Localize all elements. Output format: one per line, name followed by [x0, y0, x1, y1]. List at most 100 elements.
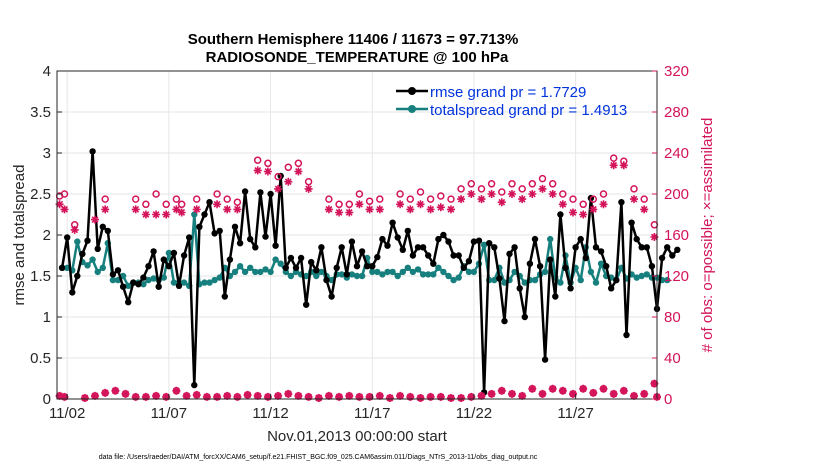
rmse-point	[414, 244, 422, 251]
obs-low-assimilated-marker	[192, 390, 201, 399]
totalspread-point	[165, 249, 173, 257]
totalspread-point	[267, 268, 274, 276]
y-tick-label-left: 3	[43, 145, 51, 162]
obs-assimilated-marker	[55, 200, 64, 209]
x-tick-label: 11/02	[49, 405, 85, 422]
obs-assimilated-marker	[528, 190, 537, 198]
obs-assimilated-marker	[436, 203, 445, 212]
totalspread-point	[384, 268, 391, 276]
obs-possible-marker	[335, 200, 343, 209]
totalspread-point	[455, 274, 462, 281]
obs-possible-marker	[498, 188, 506, 196]
rmse-point	[404, 227, 411, 235]
obs-low-assimilated-marker	[579, 384, 588, 393]
totalspread-point	[643, 271, 650, 278]
totalspread-point	[587, 268, 595, 276]
obs-assimilated-marker	[304, 184, 313, 193]
totalspread-point	[241, 268, 249, 276]
obs-low-assimilated-marker	[497, 386, 506, 395]
totalspread-point	[394, 272, 401, 280]
obs-assimilated-marker	[396, 200, 405, 209]
obs-low-assimilated-marker	[406, 392, 415, 401]
rmse-point	[603, 263, 610, 270]
rmse-point	[175, 282, 183, 289]
rmse-point	[191, 381, 198, 389]
obs-low-assimilated-marker	[172, 386, 181, 395]
obs-low-assimilated-marker	[91, 391, 99, 400]
rmse-point	[282, 264, 289, 271]
obs-assimilated-marker	[253, 166, 262, 175]
obs-assimilated-marker	[457, 195, 466, 204]
totalspread-point	[272, 256, 279, 263]
obs-low-assimilated-marker	[375, 391, 384, 400]
rmse-point	[292, 264, 300, 271]
totalspread-point	[150, 275, 157, 282]
rmse-point	[465, 258, 473, 265]
obs-assimilated-marker	[355, 200, 364, 209]
obs-possible-marker	[376, 195, 384, 203]
rmse-point	[170, 249, 178, 257]
obs-possible-marker	[548, 180, 557, 188]
totalspread-point	[592, 279, 600, 286]
totalspread-point	[313, 272, 320, 280]
obs-possible-marker	[192, 195, 201, 203]
totalspread-point	[303, 272, 310, 280]
obs-assimilated-marker	[548, 190, 557, 198]
rmse-point	[58, 264, 66, 271]
rmse-point	[135, 281, 142, 288]
rmse-point	[455, 252, 462, 259]
y-tick-label-right: 320	[664, 63, 689, 80]
x-tick-label: 11/07	[151, 405, 187, 422]
rmse-point	[623, 331, 630, 339]
totalspread-point	[541, 268, 549, 276]
obs-low-assimilated-marker	[324, 391, 333, 400]
obs-low-assimilated-marker	[457, 394, 466, 402]
obs-possible-marker	[325, 195, 333, 203]
obs-assimilated-marker	[141, 210, 150, 219]
y-tick-label-right: 280	[664, 104, 689, 121]
rmse-series	[58, 148, 681, 396]
obs-low-assimilated-marker	[304, 392, 313, 401]
obs-possible-marker	[457, 185, 465, 193]
obs-assimilated-marker	[447, 205, 455, 214]
obs-assimilated-marker	[263, 167, 272, 176]
rmse-point	[374, 253, 381, 261]
chart-title-line1: Southern Hemisphere 11406 / 11673 = 97.7…	[188, 31, 519, 48]
rmse-point	[155, 283, 162, 290]
y-axis-label-left: rmse and totalspread	[11, 165, 28, 306]
obs-assimilated-marker	[335, 208, 344, 217]
rmse-point	[541, 356, 549, 363]
obs-assimilated-marker	[101, 205, 110, 214]
obs-low-assimilated-marker	[548, 384, 557, 393]
obs-assimilated-marker	[213, 200, 222, 209]
totalspread-point	[430, 271, 437, 278]
obs-possible-marker	[264, 159, 272, 168]
rmse-point	[664, 244, 671, 251]
obs-possible-marker	[284, 163, 293, 172]
obs-assimilated-marker	[640, 205, 649, 214]
totalspread-point	[450, 276, 457, 284]
obs-possible-marker	[213, 190, 221, 198]
totalspread-point	[74, 238, 81, 245]
totalspread-point	[440, 268, 447, 276]
rmse-point	[231, 223, 239, 230]
rmse-point	[577, 235, 584, 243]
obs-low-assimilated-marker	[101, 388, 110, 397]
totalspread-point	[262, 266, 269, 273]
totalspread-point	[211, 276, 218, 284]
rmse-point	[394, 234, 401, 241]
rmse-point	[89, 148, 96, 155]
obs-assimilated-marker	[162, 210, 171, 219]
rmse-point	[618, 199, 625, 206]
rmse-point	[389, 219, 396, 226]
rmse-point	[114, 267, 122, 274]
totalspread-point	[369, 268, 376, 276]
obs-low-assimilated-marker	[355, 392, 364, 401]
totalspread-point	[531, 276, 539, 284]
obs-low-assimilated-marker	[80, 394, 89, 402]
obs-low-assimilated-marker	[558, 386, 567, 395]
obs-possible-marker	[569, 195, 577, 203]
totalspread-point	[125, 282, 132, 289]
rmse-point	[552, 293, 559, 300]
obs-low-assimilated-marker	[365, 392, 374, 401]
